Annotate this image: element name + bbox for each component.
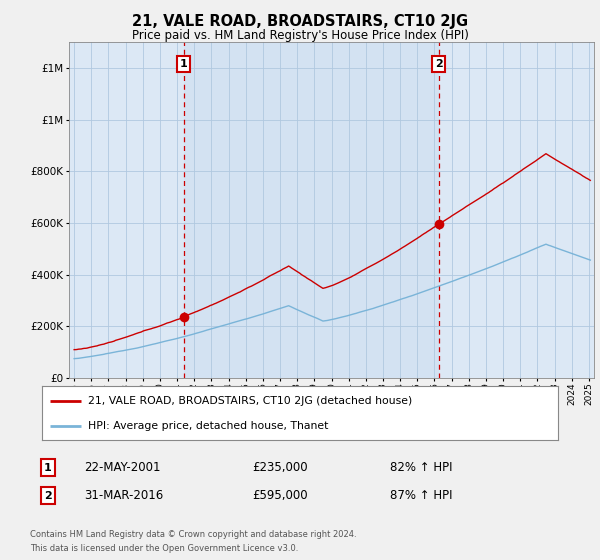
Text: Price paid vs. HM Land Registry's House Price Index (HPI): Price paid vs. HM Land Registry's House … <box>131 29 469 42</box>
Text: 2: 2 <box>44 491 52 501</box>
Text: 2: 2 <box>435 59 443 69</box>
Text: 82% ↑ HPI: 82% ↑ HPI <box>390 461 452 474</box>
Text: Contains HM Land Registry data © Crown copyright and database right 2024.: Contains HM Land Registry data © Crown c… <box>30 530 356 539</box>
Text: £595,000: £595,000 <box>252 489 308 502</box>
Text: 22-MAY-2001: 22-MAY-2001 <box>84 461 161 474</box>
Text: 87% ↑ HPI: 87% ↑ HPI <box>390 489 452 502</box>
Bar <box>184 42 439 378</box>
Text: 31-MAR-2016: 31-MAR-2016 <box>84 489 163 502</box>
Text: 21, VALE ROAD, BROADSTAIRS, CT10 2JG: 21, VALE ROAD, BROADSTAIRS, CT10 2JG <box>132 14 468 29</box>
Text: 21, VALE ROAD, BROADSTAIRS, CT10 2JG (detached house): 21, VALE ROAD, BROADSTAIRS, CT10 2JG (de… <box>88 396 413 407</box>
Text: £235,000: £235,000 <box>252 461 308 474</box>
Text: 1: 1 <box>180 59 188 69</box>
Text: This data is licensed under the Open Government Licence v3.0.: This data is licensed under the Open Gov… <box>30 544 298 553</box>
Text: 1: 1 <box>44 463 52 473</box>
Text: HPI: Average price, detached house, Thanet: HPI: Average price, detached house, Than… <box>88 421 329 431</box>
